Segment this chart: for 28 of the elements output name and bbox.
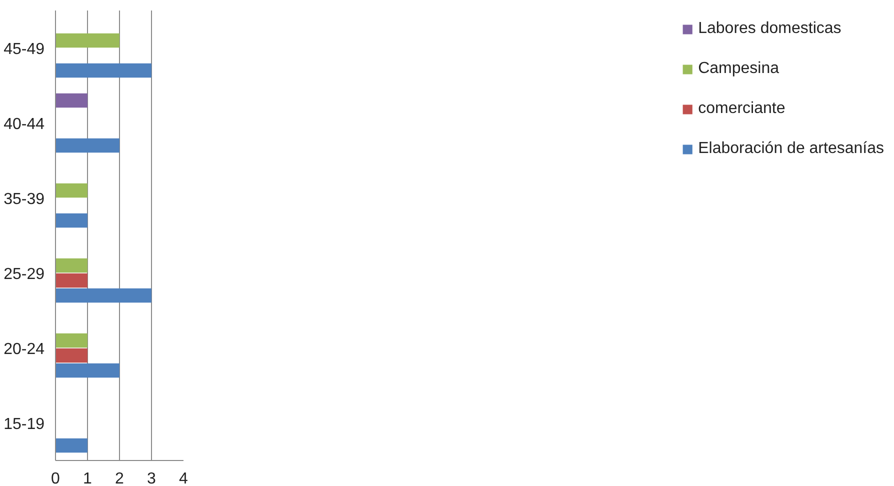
legend-label: comerciante [698,100,786,118]
bar [56,363,120,378]
legend-label: Labores domesticas [698,20,842,38]
bar [56,33,120,48]
x-tick-label: 2 [115,470,124,486]
x-tick-label: 4 [179,470,188,486]
bar [56,213,88,228]
bar [56,258,88,273]
bar [56,333,88,348]
y-tick-label: 40-44 [4,116,45,133]
bar [56,93,88,108]
bar [56,273,88,288]
bar [56,138,120,153]
x-tick-label: 1 [83,470,92,486]
bar [56,438,88,453]
y-tick-label: 35-39 [4,191,45,208]
bar [56,183,88,198]
legend-label: Elaboración de artesanías [698,140,884,158]
x-tick-label: 0 [51,470,60,486]
x-tick-label: 3 [147,470,156,486]
y-tick-label: 20-24 [4,341,45,358]
bar [56,63,152,78]
y-tick-label: 15-19 [4,416,45,433]
bar [56,348,88,363]
y-tick-label: 45-49 [4,41,45,58]
y-tick-label: 25-29 [4,266,45,283]
legend-label: Campesina [698,60,780,78]
bar [56,288,152,303]
